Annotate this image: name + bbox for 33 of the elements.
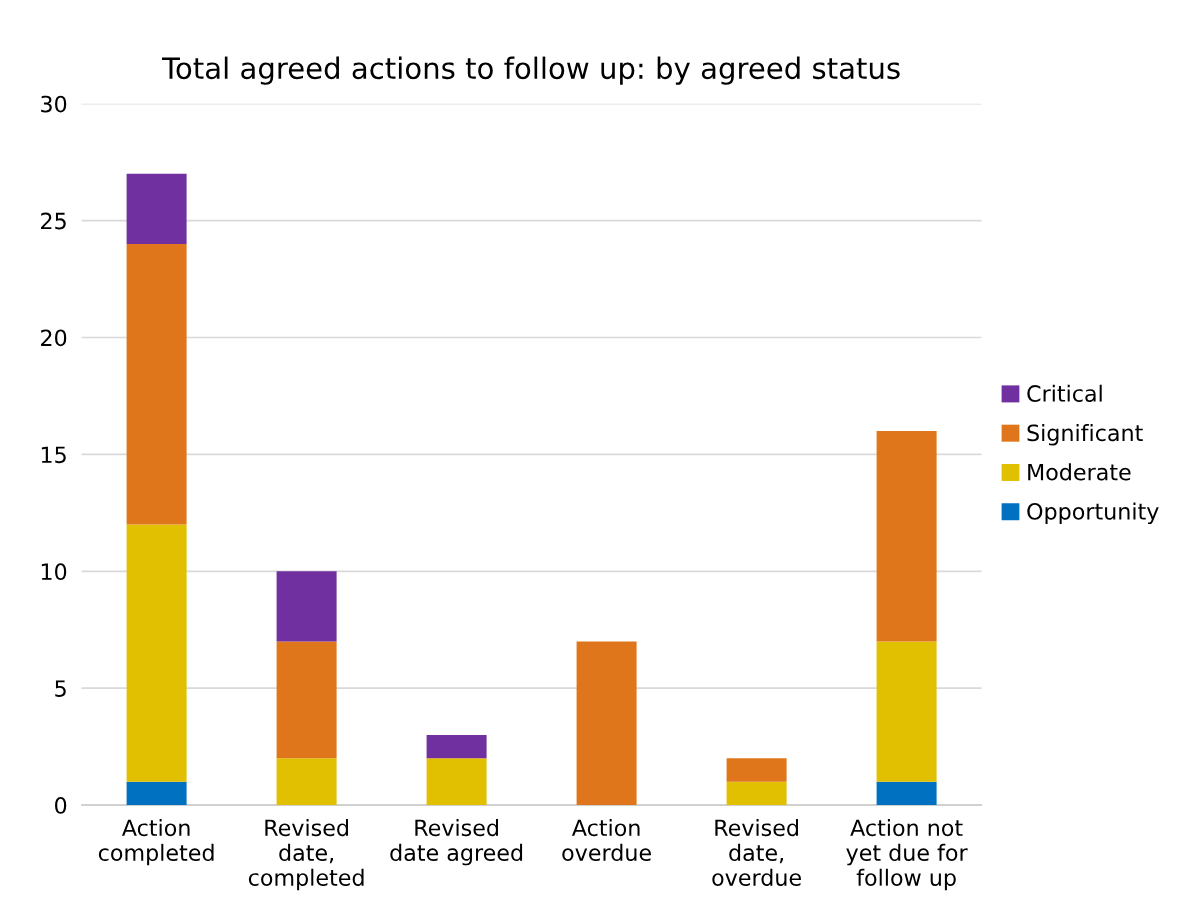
legend-label: Opportunity xyxy=(1027,502,1159,525)
legend-label: Critical xyxy=(1027,384,1102,402)
bar xyxy=(126,244,187,525)
y-tick-label: 15 xyxy=(41,446,66,464)
bar xyxy=(276,571,337,642)
y-tick-label: 5 xyxy=(55,680,66,697)
bar xyxy=(276,758,337,806)
bar xyxy=(126,781,187,806)
y-tick-label: 25 xyxy=(41,212,66,230)
y-tick-label: 0 xyxy=(55,797,67,814)
bar xyxy=(426,734,487,759)
x-tick-label: Action overdue xyxy=(562,818,651,862)
y-tick-label: 30 xyxy=(41,95,67,113)
bar xyxy=(876,781,937,806)
x-tick-label: Revised date, overdue xyxy=(712,818,801,886)
bar xyxy=(876,431,937,642)
bar xyxy=(276,641,337,759)
bar xyxy=(726,781,787,806)
x-tick-label: Revised date, completed xyxy=(248,818,364,891)
y-tick-label: 20 xyxy=(41,329,67,347)
legend-label: Moderate xyxy=(1028,463,1131,481)
bar xyxy=(426,758,487,806)
bar xyxy=(126,524,187,782)
chart-title: Total agreed actions to follow up: by agreed status xyxy=(162,56,900,85)
x-tick-label: Action completed xyxy=(98,818,214,866)
bar xyxy=(876,641,937,782)
y-tick-label: 10 xyxy=(41,563,67,581)
legend-label: Significant xyxy=(1027,424,1143,446)
bar xyxy=(576,641,637,806)
bar xyxy=(126,173,187,244)
bar xyxy=(726,758,787,782)
x-tick-label: Action not yet due for follow up xyxy=(846,818,968,891)
x-tick-label: Revised date agreed xyxy=(390,818,523,866)
